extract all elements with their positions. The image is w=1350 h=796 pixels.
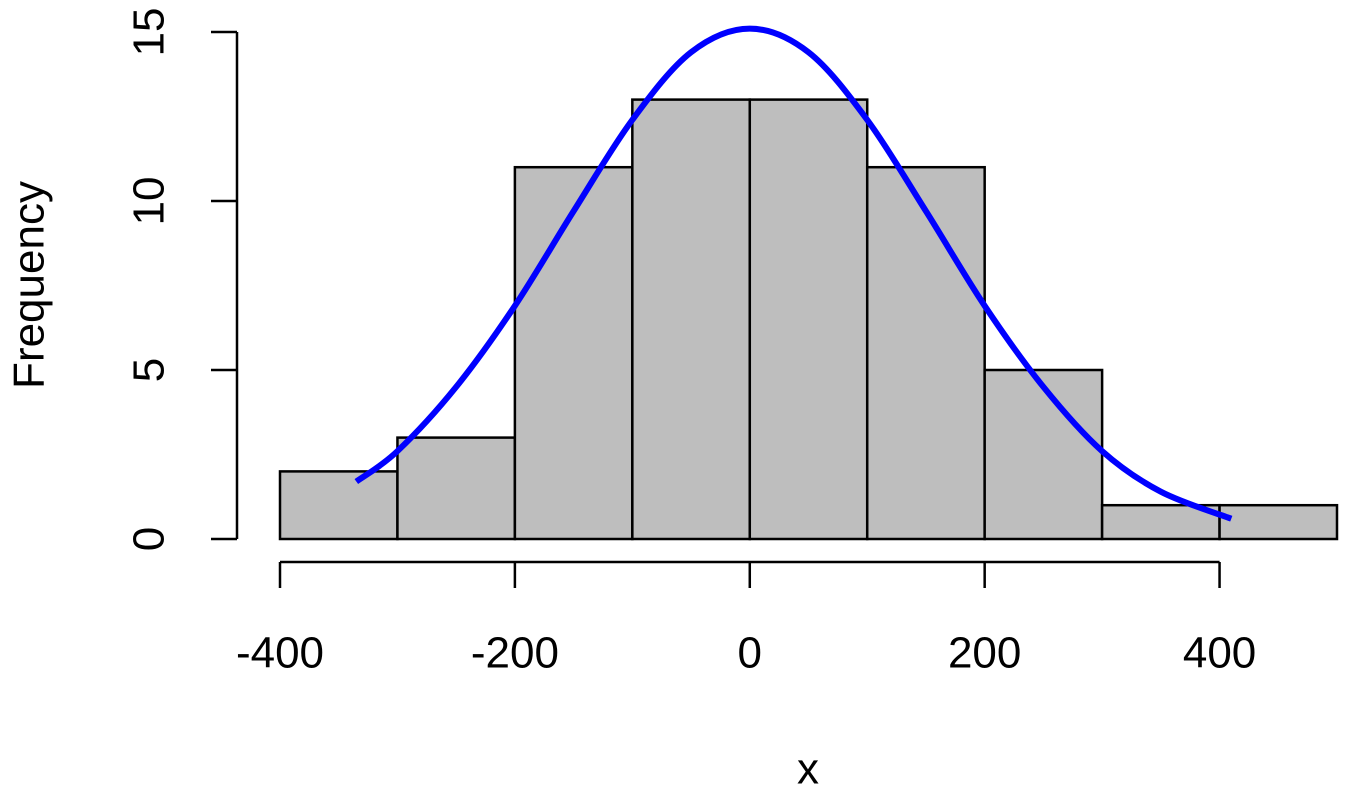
y-tick-label: 10: [125, 177, 174, 226]
x-tick-label: -400: [236, 629, 324, 678]
y-axis-label: Frequency: [5, 181, 54, 389]
bar: [278, 470, 399, 541]
x-tick-label: 200: [948, 629, 1021, 678]
x-axis-label: x: [797, 745, 819, 794]
bar: [631, 98, 752, 541]
density-curve: [354, 25, 1233, 522]
x-tick-label: 400: [1183, 629, 1256, 678]
bar: [748, 98, 869, 541]
bar: [983, 368, 1104, 541]
x-tick-label: 0: [738, 629, 762, 678]
bar: [396, 436, 517, 541]
y-tick-label: 15: [125, 8, 174, 57]
bar: [1218, 503, 1339, 541]
bar: [865, 165, 986, 541]
bar: [513, 165, 634, 541]
y-tick-label: 0: [125, 527, 174, 551]
x-tick-label: -200: [471, 629, 559, 678]
y-tick-label: 5: [125, 358, 174, 382]
